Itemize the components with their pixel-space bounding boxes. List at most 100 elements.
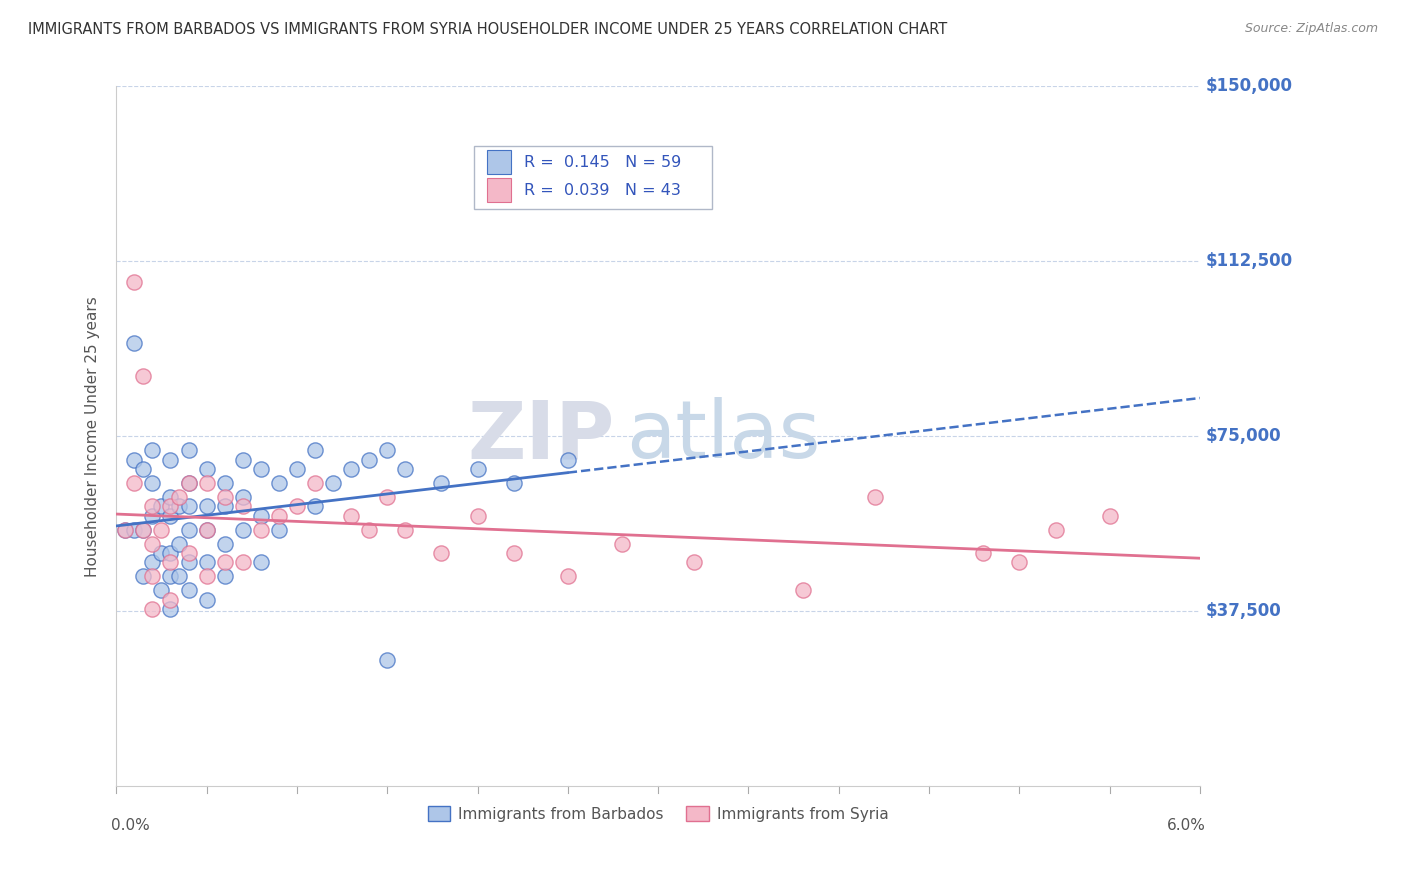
Point: [1045, 523, 1067, 537]
Point: [249, 556, 271, 570]
Point: [232, 452, 254, 467]
Point: [467, 508, 489, 523]
Point: [114, 523, 136, 537]
Text: ZIP: ZIP: [468, 398, 614, 475]
Point: [340, 462, 363, 476]
Point: [177, 476, 200, 491]
Point: [159, 602, 181, 616]
Point: [375, 653, 398, 667]
Point: [863, 490, 886, 504]
Point: [141, 443, 163, 458]
Text: $75,000: $75,000: [1205, 427, 1281, 445]
Point: [285, 500, 308, 514]
Point: [285, 462, 308, 476]
Point: [375, 443, 398, 458]
Point: [141, 556, 163, 570]
Point: [150, 500, 173, 514]
Text: Source: ZipAtlas.com: Source: ZipAtlas.com: [1244, 22, 1378, 36]
Point: [359, 452, 381, 467]
Point: [214, 569, 236, 583]
Point: [159, 569, 181, 583]
Point: [177, 583, 200, 598]
Point: [214, 537, 236, 551]
Text: $112,500: $112,500: [1205, 252, 1292, 270]
Point: [249, 508, 271, 523]
Point: [159, 490, 181, 504]
Point: [169, 500, 191, 514]
Point: [141, 476, 163, 491]
Text: IMMIGRANTS FROM BARBADOS VS IMMIGRANTS FROM SYRIA HOUSEHOLDER INCOME UNDER 25 YE: IMMIGRANTS FROM BARBADOS VS IMMIGRANTS F…: [28, 22, 948, 37]
Point: [232, 490, 254, 504]
Point: [1008, 556, 1031, 570]
Point: [249, 523, 271, 537]
Text: 0.0%: 0.0%: [111, 818, 149, 833]
Point: [394, 523, 416, 537]
Point: [177, 546, 200, 560]
Point: [304, 500, 326, 514]
Point: [195, 462, 218, 476]
Point: [232, 500, 254, 514]
Point: [430, 546, 453, 560]
Point: [150, 583, 173, 598]
Point: [132, 523, 155, 537]
Point: [394, 462, 416, 476]
Point: [141, 537, 163, 551]
Text: $150,000: $150,000: [1205, 78, 1292, 95]
Point: [195, 523, 218, 537]
Point: [249, 462, 271, 476]
Point: [683, 556, 706, 570]
Point: [177, 500, 200, 514]
Text: 6.0%: 6.0%: [1167, 818, 1205, 833]
Point: [195, 523, 218, 537]
Point: [159, 592, 181, 607]
Point: [359, 523, 381, 537]
Point: [141, 602, 163, 616]
Point: [150, 523, 173, 537]
Point: [430, 476, 453, 491]
FancyBboxPatch shape: [474, 146, 713, 209]
Point: [124, 276, 146, 290]
Point: [159, 508, 181, 523]
Point: [610, 537, 633, 551]
Point: [141, 569, 163, 583]
Point: [132, 462, 155, 476]
Point: [177, 476, 200, 491]
Point: [1098, 508, 1121, 523]
Point: [214, 476, 236, 491]
Point: [132, 523, 155, 537]
Point: [114, 523, 136, 537]
Point: [177, 523, 200, 537]
Point: [195, 476, 218, 491]
Point: [159, 500, 181, 514]
Point: [214, 490, 236, 504]
Point: [159, 556, 181, 570]
Point: [232, 556, 254, 570]
Bar: [486, 178, 510, 202]
Point: [132, 368, 155, 383]
Point: [169, 537, 191, 551]
Point: [557, 452, 579, 467]
Point: [304, 476, 326, 491]
Point: [124, 523, 146, 537]
Point: [792, 583, 814, 598]
Legend: Immigrants from Barbados, Immigrants from Syria: Immigrants from Barbados, Immigrants fro…: [422, 799, 894, 828]
Point: [232, 523, 254, 537]
Point: [141, 500, 163, 514]
Text: atlas: atlas: [626, 398, 820, 475]
Point: [159, 546, 181, 560]
Point: [557, 569, 579, 583]
Point: [340, 508, 363, 523]
Point: [195, 569, 218, 583]
Point: [124, 336, 146, 351]
Point: [195, 556, 218, 570]
Text: $37,500: $37,500: [1205, 602, 1281, 621]
Point: [375, 490, 398, 504]
Point: [502, 546, 524, 560]
Point: [195, 500, 218, 514]
Point: [150, 546, 173, 560]
Point: [214, 500, 236, 514]
Point: [267, 523, 290, 537]
Point: [141, 508, 163, 523]
Point: [124, 476, 146, 491]
Point: [195, 592, 218, 607]
